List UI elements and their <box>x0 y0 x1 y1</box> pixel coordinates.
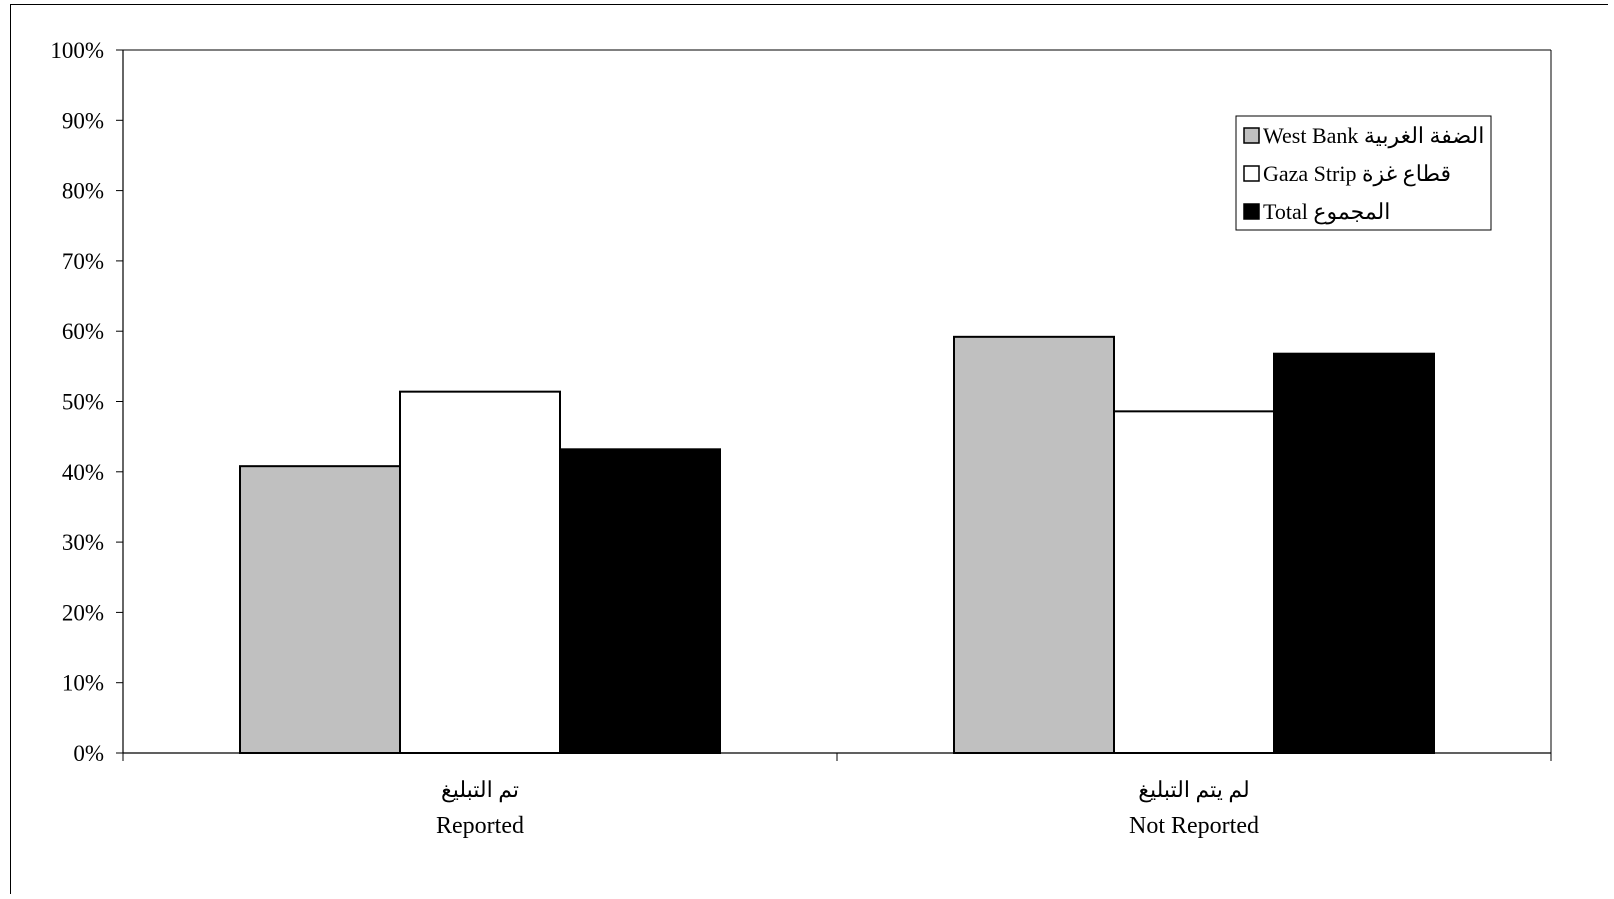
legend-label-1: West Bank الضفة الغربية <box>1263 123 1484 149</box>
legend-swatch-2 <box>1243 165 1260 182</box>
y-tick-label: 20% <box>62 600 104 625</box>
category-label-en: Not Reported <box>1129 813 1259 839</box>
y-tick-label: 100% <box>50 38 104 63</box>
y-axis: 0% 10% 20% 30% 40% 50% 60% 70% 80% 90% 100% <box>50 38 1552 766</box>
bar-3-cat-2 <box>1273 352 1435 754</box>
bar-3-cat-1 <box>559 448 721 754</box>
legend-box <box>1235 115 1492 231</box>
category-label-ar: تم التبليغ <box>441 777 519 803</box>
y-tick-label: 90% <box>62 108 104 133</box>
bar-2-cat-2 <box>1113 410 1275 754</box>
y-tick-label: 10% <box>62 671 104 696</box>
bar-1-cat-1 <box>239 465 401 754</box>
category-labels: تم التبليغ Reported لم يتم التبليغ Not Repo… <box>436 777 1259 839</box>
y-tick-label: 60% <box>62 319 104 344</box>
legend: West Bank الضفة الغربية Gaza Strip قطاع غ… <box>1235 115 1492 231</box>
bar-1-cat-2 <box>953 335 1115 754</box>
legend-swatch-1 <box>1243 127 1260 144</box>
y-tick-label: 70% <box>62 249 104 274</box>
y-tick-label: 0% <box>73 741 104 766</box>
legend-label-3: Total المجموع <box>1263 199 1390 225</box>
category-label-ar: لم يتم التبليغ <box>1138 777 1249 803</box>
y-tick-label: 30% <box>62 530 104 555</box>
legend-swatch-3 <box>1243 203 1260 220</box>
legend-label-2: Gaza Strip قطاع غزة <box>1263 161 1451 187</box>
y-tick-label: 40% <box>62 460 104 485</box>
bar-2-cat-1 <box>399 390 561 754</box>
x-axis <box>122 752 1552 761</box>
y-tick-label: 50% <box>62 390 104 415</box>
category-label-en: Reported <box>436 813 524 839</box>
bars <box>239 335 1435 754</box>
y-tick-label: 80% <box>62 179 104 204</box>
chart-frame <box>10 4 1608 894</box>
